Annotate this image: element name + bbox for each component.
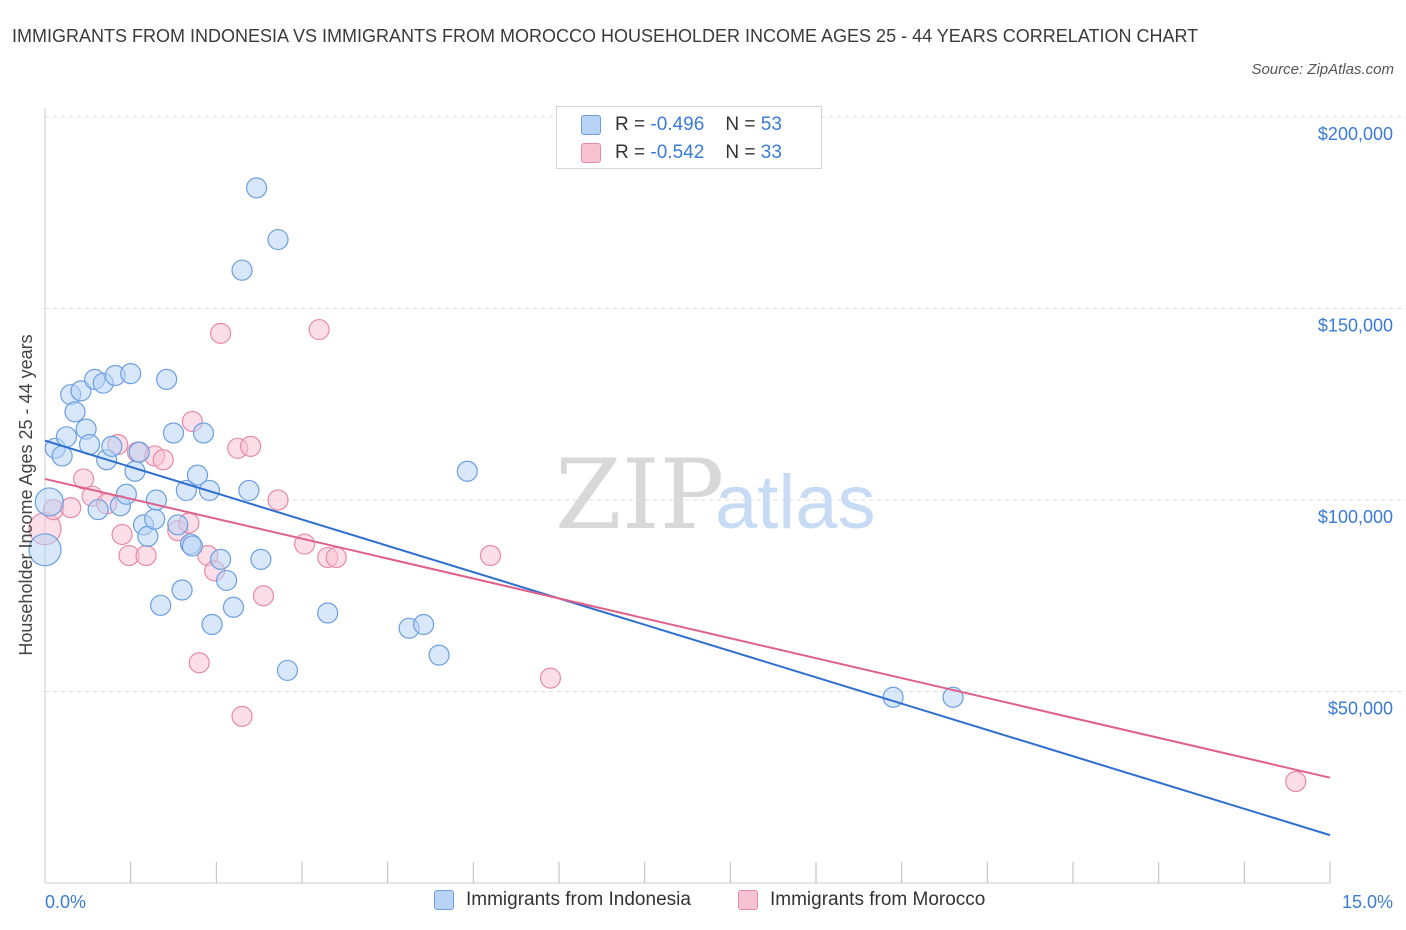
bottom-legend-swatch-morocco <box>738 890 758 910</box>
data-point-indonesia <box>171 579 193 601</box>
data-point-morocco <box>210 322 232 344</box>
data-point-indonesia <box>115 483 137 505</box>
data-point-indonesia <box>267 228 289 251</box>
data-point-indonesia <box>317 602 339 624</box>
bottom-legend-label-morocco: Immigrants from Morocco <box>770 889 986 910</box>
data-point-morocco <box>231 705 253 727</box>
data-point-indonesia <box>34 487 64 517</box>
data-point-indonesia <box>87 498 109 521</box>
data-point-indonesia <box>210 548 232 570</box>
data-point-indonesia <box>101 435 123 457</box>
data-point-indonesia <box>942 686 964 708</box>
y-tick-label: $100,000 <box>1318 507 1393 527</box>
data-point-morocco <box>267 489 289 511</box>
legend-r-label: R = <box>615 142 646 163</box>
data-point-indonesia <box>120 363 142 385</box>
data-point-morocco <box>325 546 347 569</box>
x-tick-label-max: 15.0% <box>1342 892 1393 912</box>
legend-n-value: 33 <box>760 142 782 163</box>
gridlines <box>45 116 1406 692</box>
chart-source: Source: ZipAtlas.com <box>1251 61 1394 78</box>
legend: R = -0.496 N = 53 R = -0.542 N = 33 <box>556 106 822 169</box>
y-tick-label: $50,000 <box>1328 699 1393 719</box>
legend-n-label: N = <box>725 114 756 135</box>
data-point-indonesia <box>192 422 215 444</box>
bottom-legend-morocco: Immigrants from Morocco <box>738 889 985 911</box>
y-tick-label: $200,000 <box>1318 124 1393 144</box>
data-point-indonesia <box>64 401 86 423</box>
bottom-legend-indonesia: Immigrants from Indonesia <box>434 889 691 911</box>
legend-r-label: R = <box>615 114 646 135</box>
data-point-morocco <box>152 449 174 471</box>
data-point-indonesia <box>150 594 172 616</box>
data-point-indonesia <box>55 426 78 448</box>
watermark-atlas: atlas <box>715 460 876 545</box>
data-point-morocco <box>188 652 210 674</box>
data-point-morocco <box>308 318 330 341</box>
data-point-indonesia <box>167 514 189 536</box>
legend-n-value: 53 <box>760 114 782 135</box>
data-point-morocco <box>539 667 562 689</box>
bottom-legend-swatch-indonesia <box>434 890 454 910</box>
legend-swatch-indonesia <box>581 115 601 135</box>
data-point-indonesia <box>238 479 260 502</box>
data-point-morocco <box>111 523 133 546</box>
data-point-indonesia <box>428 644 450 666</box>
data-point-indonesia <box>144 508 166 530</box>
data-point-indonesia <box>128 441 150 463</box>
y-tick-label: $150,000 <box>1318 316 1393 336</box>
bottom-legend-label-indonesia: Immigrants from Indonesia <box>466 889 691 910</box>
y-axis-labels: $50,000 $100,000 $150,000 $200,000 <box>1318 124 1393 719</box>
series-indonesia-points <box>28 177 964 708</box>
watermark: ZIP atlas <box>555 439 876 551</box>
data-point-indonesia <box>456 460 478 482</box>
data-point-indonesia <box>186 464 209 486</box>
legend-row-indonesia: R = -0.496 N = 53 <box>581 113 782 137</box>
y-axis-title: Householder Income Ages 25 - 44 years <box>16 334 36 655</box>
data-point-morocco <box>1285 770 1307 793</box>
data-point-morocco <box>240 435 262 457</box>
data-point-indonesia <box>231 259 253 281</box>
legend-row-morocco: R = -0.542 N = 33 <box>581 141 782 165</box>
data-point-indonesia <box>162 422 185 444</box>
data-point-morocco <box>135 544 157 567</box>
data-point-morocco <box>479 544 502 567</box>
data-point-indonesia <box>413 613 435 636</box>
data-point-indonesia <box>70 380 92 402</box>
trend-line-indonesia <box>44 439 1331 837</box>
x-tick-label-min: 0.0% <box>45 892 86 912</box>
data-point-indonesia <box>250 548 272 570</box>
data-point-indonesia <box>276 659 299 682</box>
data-point-indonesia <box>882 686 904 708</box>
data-point-indonesia <box>181 535 203 557</box>
data-point-indonesia <box>216 569 238 592</box>
data-point-morocco <box>72 468 95 490</box>
legend-r-value: -0.542 <box>650 142 705 163</box>
legend-n-label: N = <box>725 142 756 163</box>
data-point-indonesia <box>245 177 268 199</box>
legend-swatch-morocco <box>581 143 601 163</box>
x-axis-ticks <box>130 862 1331 883</box>
trend-lines <box>44 439 1331 837</box>
data-point-indonesia <box>156 368 178 390</box>
legend-r-value: -0.496 <box>650 114 705 135</box>
watermark-zip: ZIP <box>555 439 724 551</box>
chart-title: IMMIGRANTS FROM INDONESIA VS IMMIGRANTS … <box>12 26 1199 46</box>
data-point-indonesia <box>201 613 223 636</box>
data-point-indonesia <box>222 596 245 618</box>
trend-line-morocco <box>44 477 1331 779</box>
data-point-morocco <box>252 585 275 607</box>
data-point-indonesia <box>28 533 62 567</box>
